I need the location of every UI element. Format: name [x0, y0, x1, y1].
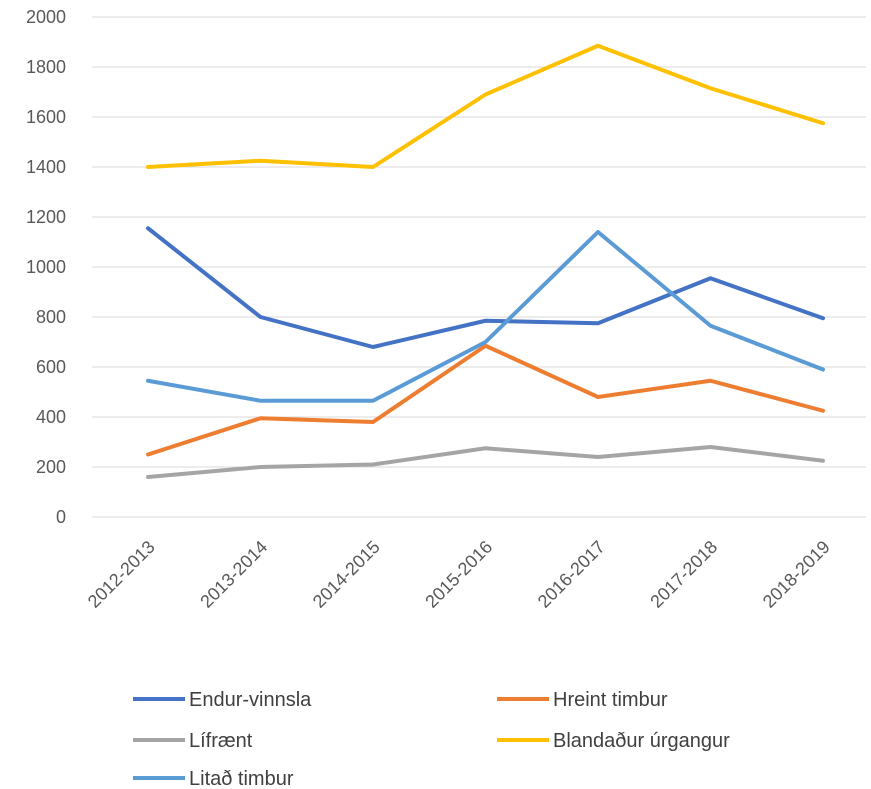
- legend-label: Blandaður úrgangur: [553, 730, 730, 752]
- x-axis: 2012-2013 2013-2014 2014-2015 2015-2016 2016…: [84, 537, 834, 612]
- x-tick-label: 2014-2015: [309, 537, 384, 612]
- x-tick-label: 2015-2016: [421, 537, 496, 612]
- series-line: [146, 226, 825, 349]
- legend-label: Litað timbur: [189, 768, 294, 789]
- x-tick-label: 2013-2014: [196, 537, 271, 612]
- legend: Endur-vinnsla Hreint timbur Lífrænt Blandað…: [133, 689, 730, 789]
- x-tick-label: 2012-2013: [84, 537, 159, 612]
- legend-item: Blandaður úrgangur: [497, 730, 730, 752]
- x-tick-label: 2017-2018: [646, 537, 721, 612]
- series-line: [146, 43, 825, 169]
- y-tick-label: 400: [36, 407, 66, 427]
- y-tick-label: 1800: [26, 57, 66, 77]
- legend-item: Hreint timbur: [497, 689, 668, 711]
- y-tick-label: 1600: [26, 107, 66, 127]
- x-tick-label: 2018-2019: [759, 537, 834, 612]
- legend-item: Lífrænt: [133, 730, 253, 752]
- y-tick-label: 200: [36, 457, 66, 477]
- y-tick-label: 2000: [26, 7, 66, 27]
- x-tick-label: 2016-2017: [534, 537, 609, 612]
- legend-item: Endur-vinnsla: [133, 689, 312, 711]
- y-tick-label: 1200: [26, 207, 66, 227]
- legend-label: Endur-vinnsla: [189, 689, 312, 711]
- y-tick-label: 1000: [26, 257, 66, 277]
- legend-label: Hreint timbur: [553, 689, 668, 711]
- legend-label: Lífrænt: [189, 730, 253, 752]
- y-axis: 0 200 400 600 800 1000 1200 1400 1600 1800 2000: [26, 7, 66, 527]
- legend-item: Litað timbur: [133, 768, 294, 789]
- y-tick-label: 1400: [26, 157, 66, 177]
- series-line: [146, 230, 825, 403]
- y-tick-label: 800: [36, 307, 66, 327]
- y-tick-label: 0: [56, 507, 66, 527]
- series-line: [146, 343, 825, 457]
- series-line: [146, 445, 825, 479]
- gridlines: [92, 16, 866, 518]
- y-tick-label: 600: [36, 357, 66, 377]
- series-lines: [146, 43, 825, 479]
